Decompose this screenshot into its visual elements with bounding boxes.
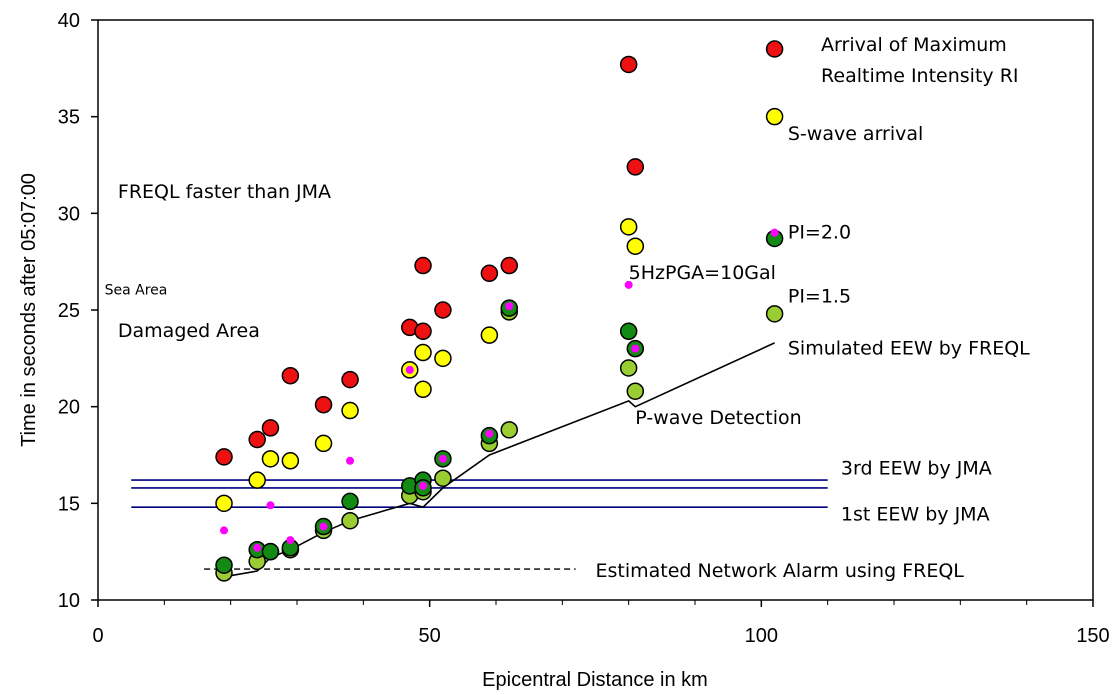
point-magenta xyxy=(220,526,229,535)
y-axis-title: Time in seconds after 05:07:00 xyxy=(18,173,40,447)
point-red xyxy=(414,322,432,341)
y-tick-label: 20 xyxy=(58,397,80,419)
point-red xyxy=(281,366,300,385)
y-tick-label: 30 xyxy=(58,203,80,225)
x-tick-label: 0 xyxy=(92,625,103,647)
annotation-a14: Estimated Network Alarm using FREQL xyxy=(596,560,965,582)
point-yellow xyxy=(215,494,233,513)
point-light-green xyxy=(619,359,638,377)
points-layer xyxy=(215,40,784,582)
point-magenta xyxy=(624,280,633,289)
point-yellow xyxy=(626,237,645,255)
plot-area xyxy=(97,19,1094,601)
legend-marker-red xyxy=(765,40,784,58)
point-red xyxy=(341,370,359,389)
point-magenta xyxy=(419,481,428,490)
point-dark-green xyxy=(619,322,638,341)
point-magenta xyxy=(405,365,414,374)
point-light-green xyxy=(626,382,645,400)
point-red xyxy=(480,264,499,283)
point-yellow xyxy=(414,343,432,362)
annotations-layer: Arrival of Maximum Realtime Intensity RI S… xyxy=(105,34,1031,582)
point-yellow xyxy=(434,349,452,368)
point-yellow xyxy=(314,434,333,453)
point-red xyxy=(500,256,519,275)
point-yellow xyxy=(619,218,638,236)
point-dark-green xyxy=(341,492,359,511)
x-tick-label: 50 xyxy=(419,625,441,647)
point-light-green xyxy=(434,469,452,487)
annotation-a5: PI=2.0 xyxy=(788,221,851,243)
legend-marker-light-green xyxy=(765,305,784,323)
point-red xyxy=(626,158,645,176)
point-magenta xyxy=(319,522,328,531)
point-red xyxy=(414,256,432,275)
x-axis-title: Epicentral Distance in km xyxy=(482,669,708,691)
point-red xyxy=(248,430,266,449)
y-tick-label: 35 xyxy=(58,107,80,129)
annotation-a10: Simulated EEW by FREQL xyxy=(788,337,1030,359)
point-magenta xyxy=(438,454,447,463)
annotation-a13: 1st EEW by JMA xyxy=(841,504,990,526)
point-yellow xyxy=(261,450,280,468)
legend-marker-magenta xyxy=(770,228,779,237)
y-tick-label: 15 xyxy=(58,493,80,515)
point-yellow xyxy=(414,380,432,399)
point-magenta xyxy=(266,501,275,510)
point-red xyxy=(215,448,233,466)
y-tick-label: 10 xyxy=(58,590,80,612)
point-red xyxy=(314,395,333,414)
annotation-a9: Damaged Area xyxy=(118,320,260,342)
point-magenta xyxy=(253,543,262,552)
point-magenta xyxy=(505,302,514,311)
point-light-green xyxy=(500,421,519,439)
y-tick-label: 25 xyxy=(58,300,80,322)
x-tick-label: 100 xyxy=(745,625,778,647)
ticks-layer: 0 50 100 150 10 15 20 25 30 35 40 xyxy=(58,10,1110,647)
annotation-a4: FREQL faster than JMA xyxy=(118,181,331,203)
point-yellow xyxy=(341,401,359,420)
annotation-a3: S-wave arrival xyxy=(788,123,923,145)
legend-marker-yellow xyxy=(765,107,784,126)
point-magenta xyxy=(286,536,295,545)
point-red xyxy=(261,419,280,437)
point-yellow xyxy=(248,471,266,489)
point-red xyxy=(434,301,452,319)
point-magenta xyxy=(346,456,355,465)
point-red xyxy=(619,55,638,74)
annotation-a8: PI=1.5 xyxy=(788,285,851,307)
annotation-a2: Realtime Intensity RI xyxy=(821,65,1018,87)
point-magenta xyxy=(485,429,494,438)
point-yellow xyxy=(480,326,499,344)
point-magenta xyxy=(631,344,640,353)
point-dark-green xyxy=(261,542,280,561)
point-light-green xyxy=(341,511,359,530)
annotation-a12: 3rd EEW by JMA xyxy=(841,457,992,479)
y-tick-label: 40 xyxy=(58,10,80,32)
point-dark-green xyxy=(215,556,233,574)
annotation-a1: Arrival of Maximum xyxy=(821,34,1007,56)
annotation-a11: P-wave Detection xyxy=(635,407,801,429)
annotation-a7: Sea Area xyxy=(105,283,168,299)
annotation-a6: 5HzPGA=10Gal xyxy=(629,262,776,284)
x-tick-label: 150 xyxy=(1076,625,1109,647)
point-yellow xyxy=(281,452,300,470)
